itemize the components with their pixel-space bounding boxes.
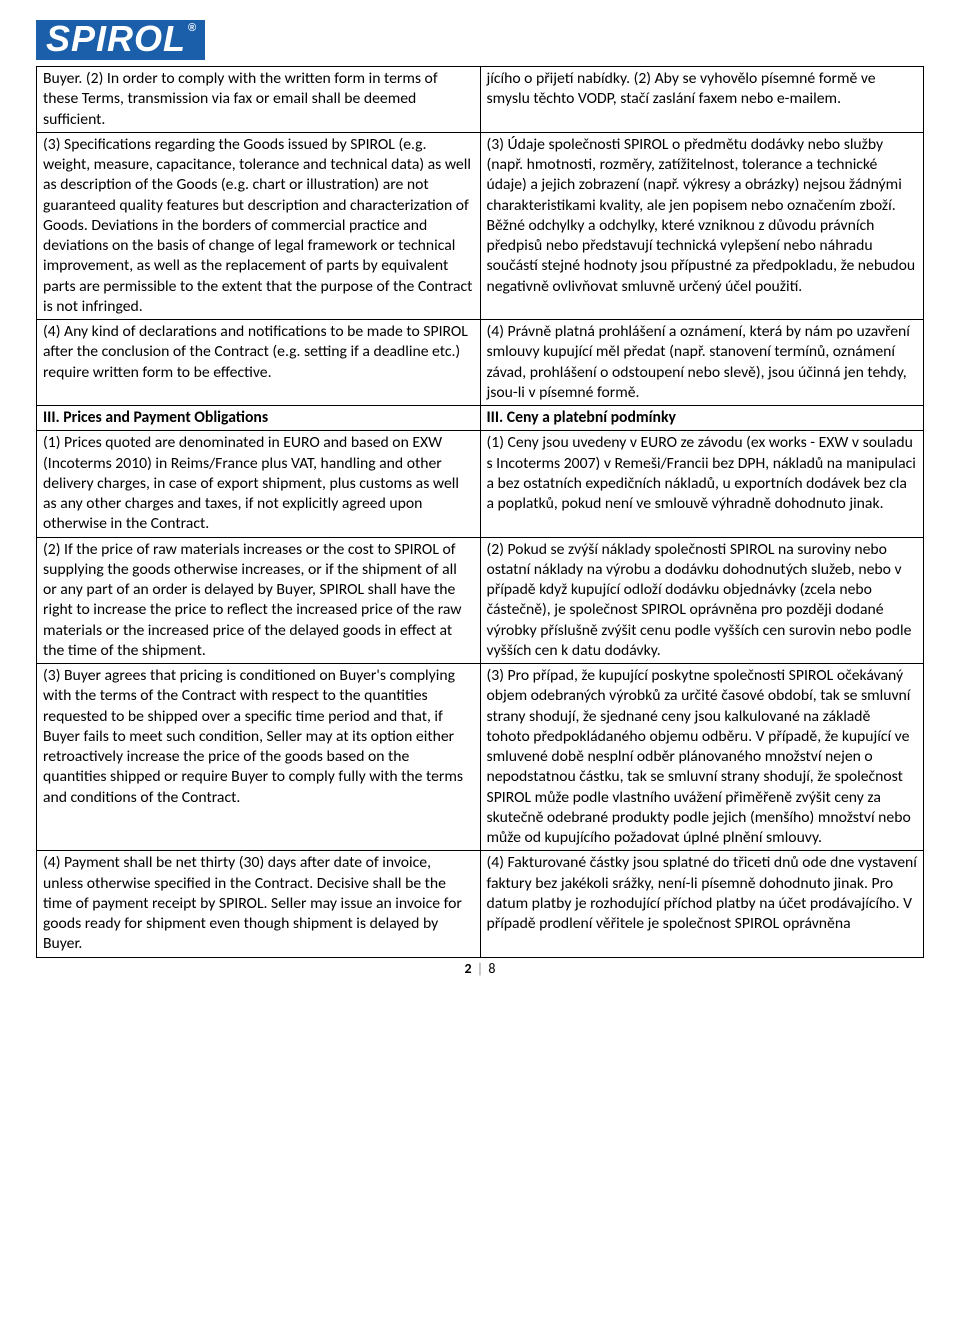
cell-right: jícího o přijetí nabídky. (2) Aby se vyh… (480, 67, 924, 133)
cell-right: (3) Pro případ, že kupující poskytne spo… (480, 664, 924, 851)
section-heading-right: III. Ceny a platební podmínky (480, 406, 924, 431)
cell-left: (3) Specifications regarding the Goods i… (37, 132, 481, 319)
cell-left: (4) Payment shall be net thirty (30) day… (37, 851, 481, 957)
cell-right: (2) Pokud se zvýší náklady společnosti S… (480, 537, 924, 664)
cell-left: (4) Any kind of declarations and notific… (37, 320, 481, 406)
table-row: (2) If the price of raw materials increa… (37, 537, 924, 664)
logo-text: SPIROL (46, 18, 186, 59)
table-row: (1) Prices quoted are denominated in EUR… (37, 431, 924, 537)
cell-right: (4) Fakturované částky jsou splatné do t… (480, 851, 924, 957)
brand-logo: SPIROL® (36, 20, 205, 60)
cell-left: Buyer. (2) In order to comply with the w… (37, 67, 481, 133)
page-total: 8 (488, 960, 495, 977)
table-row: (3) Specifications regarding the Goods i… (37, 132, 924, 319)
page-number: 2 | 8 (36, 960, 924, 977)
terms-table: Buyer. (2) In order to comply with the w… (36, 66, 924, 958)
cell-left: (3) Buyer agrees that pricing is conditi… (37, 664, 481, 851)
table-row: (4) Any kind of declarations and notific… (37, 320, 924, 406)
section-heading-left: III. Prices and Payment Obligations (37, 406, 481, 431)
table-row: III. Prices and Payment Obligations III.… (37, 406, 924, 431)
table-row: (3) Buyer agrees that pricing is conditi… (37, 664, 924, 851)
logo-registered: ® (188, 22, 197, 34)
table-row: Buyer. (2) In order to comply with the w… (37, 67, 924, 133)
cell-right: (1) Ceny jsou uvedeny v EURO ze závodu (… (480, 431, 924, 537)
table-row: (4) Payment shall be net thirty (30) day… (37, 851, 924, 957)
cell-left: (1) Prices quoted are denominated in EUR… (37, 431, 481, 537)
cell-left: (2) If the price of raw materials increa… (37, 537, 481, 664)
cell-right: (3) Údaje společnosti SPIROL o předmětu … (480, 132, 924, 319)
cell-right: (4) Právně platná prohlášení a oznámení,… (480, 320, 924, 406)
page-current: 2 (464, 960, 471, 977)
page-sep: | (477, 960, 483, 977)
